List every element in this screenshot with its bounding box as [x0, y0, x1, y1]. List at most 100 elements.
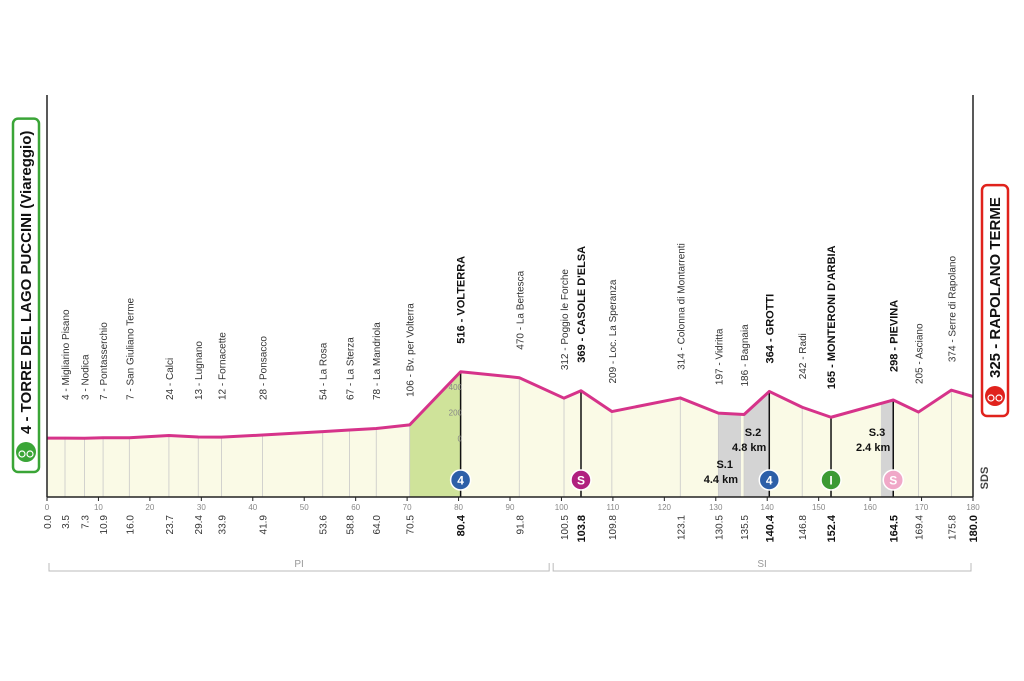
waypoint-label: 7 - San Giuliano Terme [125, 297, 136, 400]
y-tick-label: 400 [449, 383, 463, 392]
region-label: SI [757, 559, 766, 570]
category-marker [449, 469, 472, 491]
waypoint-label: 374 - Serre di Rapolano [947, 256, 958, 363]
waypoint-label: 106 - Bv. per Volterra [406, 303, 417, 397]
x-tick-label: 120 [658, 503, 672, 512]
km-label: 64.0 [372, 515, 383, 535]
category-marker-label: S [889, 474, 897, 488]
x-tick-label: 0 [45, 503, 50, 512]
km-label: 180.0 [968, 515, 980, 543]
km-label: 175.8 [947, 515, 958, 540]
x-tick-label: 10 [94, 503, 103, 512]
y-tick-label: 0 [458, 435, 463, 444]
km-label: 16.0 [125, 515, 136, 535]
end-icon-wheel [995, 394, 1003, 402]
end-icon-wheel [987, 394, 995, 402]
category-marker [570, 469, 592, 491]
x-tick-label: 20 [145, 503, 154, 512]
km-label: 10.9 [99, 515, 110, 535]
category-marker-label: 4 [457, 474, 464, 488]
waypoint-label: 197 - Vidritta [714, 328, 725, 385]
km-label: 23.7 [165, 515, 176, 535]
km-label: 58.8 [345, 515, 356, 535]
region-bracket [552, 563, 972, 572]
km-label: 70.5 [406, 515, 417, 535]
sector-label: S.3 [869, 427, 886, 439]
waypoint-label: 298 - PIEVINA [888, 300, 900, 372]
km-label: 164.5 [888, 515, 900, 543]
km-label: 146.8 [798, 515, 809, 540]
waypoint-label: 28 - Ponsacco [259, 336, 270, 400]
km-label: 135.5 [740, 515, 751, 540]
x-tick-label: 30 [197, 503, 206, 512]
km-label: 80.4 [456, 514, 468, 536]
waypoint-label: 369 - CASOLE D'ELSA [576, 246, 588, 363]
start-label: 4 - TORRE DEL LAGO PUCCINI (Viareggio) [18, 131, 35, 434]
waypoint-label: 7 - Pontasserchio [99, 322, 110, 400]
category-marker-label: I [829, 474, 832, 488]
x-tick-label: 180 [966, 503, 980, 512]
finish-label: 325 - RAPOLANO TERME [987, 197, 1004, 378]
waypoint-label: 13 - Lugnano [194, 341, 205, 400]
x-tick-label: 80 [454, 503, 463, 512]
km-label: 152.4 [826, 514, 838, 542]
km-label: 41.9 [259, 515, 270, 535]
gravel-sector [718, 413, 741, 497]
km-label: 33.9 [217, 515, 228, 535]
x-tick-label: 50 [300, 503, 309, 512]
sector-length: 2.4 km [856, 442, 890, 454]
km-label: 123.1 [676, 515, 687, 540]
climb-fill [409, 371, 461, 497]
waypoint-label: 67 - La Sterza [345, 337, 356, 400]
x-tick-label: 90 [506, 503, 515, 512]
x-tick-label: 150 [812, 503, 826, 512]
waypoint-label: 364 - GROTTI [764, 294, 776, 364]
waypoint-label: 54 - La Rosa [319, 342, 330, 400]
waypoint-label: 312 - Poggio le Forche [560, 269, 571, 371]
end-icon-wheel [18, 450, 26, 458]
waypoint-label: 12 - Fornacette [217, 332, 228, 400]
km-label: 130.5 [714, 515, 725, 540]
km-label: 140.4 [764, 514, 776, 542]
category-marker-label: 4 [766, 474, 773, 488]
km-label: 7.3 [81, 515, 92, 529]
category-marker [882, 469, 905, 491]
km-label: 91.8 [515, 515, 526, 535]
x-tick-label: 40 [248, 503, 257, 512]
category-marker [758, 469, 781, 491]
x-tick-label: 170 [915, 503, 929, 512]
waypoint-label: 4 - Migliarino Pisano [61, 309, 72, 400]
waypoint-label: 516 - VOLTERRA [456, 256, 468, 344]
x-tick-label: 70 [403, 503, 412, 512]
end-icon [985, 386, 1005, 406]
category-marker [820, 469, 842, 491]
region-bracket [48, 563, 550, 572]
sector-label: S.1 [716, 459, 733, 471]
x-tick-label: 130 [709, 503, 723, 512]
km-label: 0.0 [43, 515, 54, 529]
profile-fill [47, 371, 973, 497]
waypoint-label: 314 - Colonna di Montarrenti [676, 243, 687, 370]
waypoint-label: 165 - MONTERONI D'ARBIA [826, 245, 838, 389]
waypoint-label: 242 - Radi [798, 333, 809, 379]
logo: SDS [979, 467, 991, 490]
waypoint-label: 3 - Nodica [81, 354, 92, 400]
waypoint-label: 24 - Calci [165, 358, 176, 400]
end-icon-wheel [26, 450, 34, 458]
end-box [980, 183, 1010, 418]
profile-line [47, 370, 974, 440]
x-tick-label: 160 [863, 503, 877, 512]
km-label: 29.4 [194, 515, 205, 535]
sector-length: 4.4 km [704, 474, 738, 486]
sector-length: 4.8 km [732, 442, 766, 454]
waypoint-label: 205 - Asciano [914, 323, 925, 384]
km-label: 109.8 [608, 515, 619, 540]
x-tick-label: 110 [607, 503, 620, 512]
x-tick-label: 60 [351, 503, 360, 512]
sector-label: S.2 [745, 427, 762, 439]
km-label: 169.4 [914, 515, 925, 540]
end-box [11, 117, 41, 474]
end-icon [16, 442, 36, 462]
x-tick-label: 140 [761, 503, 775, 512]
